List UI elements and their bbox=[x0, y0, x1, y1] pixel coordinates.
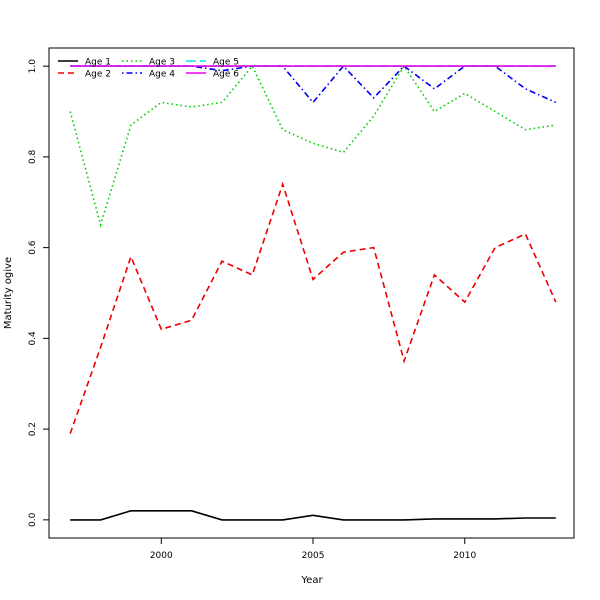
y-tick-label: 0.6 bbox=[28, 240, 38, 255]
y-tick-label: 0.8 bbox=[28, 149, 38, 164]
legend-label: Age 3 bbox=[149, 58, 175, 68]
legend-label: Age 6 bbox=[213, 70, 239, 80]
legend-label: Age 2 bbox=[85, 70, 111, 80]
x-tick-label: 2010 bbox=[453, 551, 476, 561]
legend: Age 1 Age 2 Age 3 Age 4 Age 5 Age 6 bbox=[58, 58, 239, 80]
y-tick-label: 1.0 bbox=[28, 59, 38, 74]
plot-lines bbox=[69, 64, 557, 521]
x-tick-label: 2000 bbox=[150, 551, 173, 561]
series-line-age-3 bbox=[69, 64, 556, 228]
series-line-age-4 bbox=[70, 64, 557, 104]
y-tick-label: 0.2 bbox=[28, 422, 38, 436]
series-line-age-2 bbox=[69, 181, 557, 434]
x-tick-label: 2005 bbox=[302, 551, 325, 561]
plot-frame bbox=[48, 47, 575, 539]
series-line-age-1 bbox=[70, 509, 556, 521]
legend-label: Age 1 bbox=[85, 58, 111, 68]
legend-label: Age 5 bbox=[213, 58, 239, 68]
y-tick-label: 0.4 bbox=[28, 331, 38, 346]
x-axis-label: Year bbox=[300, 575, 323, 586]
legend-label: Age 4 bbox=[149, 70, 175, 80]
y-tick-label: 0.0 bbox=[28, 512, 38, 527]
axes: 2000 2005 2010 0.0 0.2 0.4 0.6 0.8 1.0 bbox=[28, 59, 476, 561]
y-axis-label: Maturity ogive bbox=[3, 257, 14, 329]
